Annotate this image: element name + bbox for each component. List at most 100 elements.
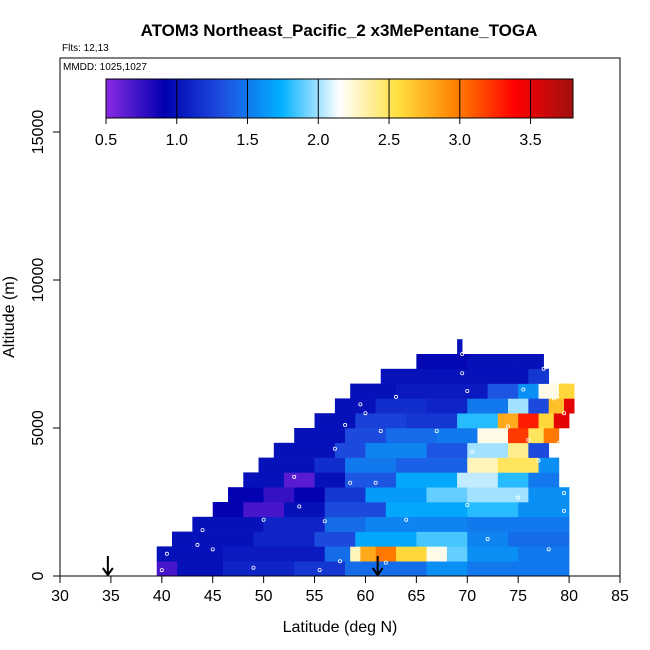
heatmap-bands — [156, 339, 575, 576]
x-tick-label: 55 — [306, 588, 324, 605]
heatmap-cell — [528, 472, 560, 488]
heatmap-cell — [426, 561, 468, 576]
sample-point — [210, 547, 215, 552]
heatmap-cell — [528, 398, 550, 414]
heatmap-cell — [528, 368, 550, 384]
heatmap-cell — [426, 546, 448, 562]
heatmap-cell — [380, 368, 427, 384]
sample-point — [164, 551, 169, 556]
y-tick-label: 5000 — [30, 410, 47, 446]
y-tick-label: 15000 — [30, 110, 47, 155]
sample-point — [460, 371, 465, 376]
heatmap-cell — [324, 502, 387, 518]
heatmap-cell — [467, 516, 570, 532]
heatmap-cell — [365, 442, 427, 458]
heatmap-cell — [518, 546, 570, 562]
heatmap-cell — [426, 398, 468, 414]
heatmap-cell — [345, 472, 397, 488]
colorbar-tick-label: 3.0 — [449, 132, 471, 149]
heatmap-cell — [426, 487, 468, 503]
heatmap-cell — [508, 398, 529, 414]
colorbar-tick-label: 3.5 — [519, 132, 541, 149]
sample-point — [562, 508, 567, 513]
x-tick-label: 70 — [458, 588, 476, 605]
sample-point — [460, 351, 465, 356]
heatmap-cell — [345, 457, 397, 473]
heatmap-cell — [156, 546, 224, 562]
y-axis: 0 5000 10000 15000 — [30, 110, 60, 580]
heatmap-cell — [548, 398, 565, 414]
heatmap-cell — [497, 457, 539, 473]
heatmap-cell — [396, 383, 448, 399]
colorbar-tick-label: 1.5 — [236, 132, 258, 149]
sample-point — [546, 547, 551, 552]
heatmap-cell — [538, 383, 560, 399]
heatmap-cell — [416, 354, 468, 370]
sample-point — [317, 568, 322, 573]
sample-point — [541, 366, 546, 371]
heatmap-cell — [334, 442, 366, 458]
sample-point — [434, 428, 439, 433]
heatmap-cell — [467, 546, 519, 562]
heatmap-cell — [350, 546, 361, 562]
heatmap-cell — [487, 383, 519, 399]
x-tick-label: 60 — [357, 588, 375, 605]
heatmap-cell — [345, 428, 387, 444]
colorbar: 0.5 1.0 1.5 2.0 2.5 3.0 3.5 — [95, 78, 574, 149]
heatmap-cell — [258, 457, 315, 473]
heatmap-cell — [172, 531, 254, 547]
heatmap-cell — [467, 531, 509, 547]
heatmap-cell — [406, 413, 458, 429]
heatmap-cell — [324, 516, 366, 532]
heatmap-cell — [314, 457, 346, 473]
sample-point — [322, 519, 327, 524]
heatmap-cell — [467, 487, 529, 503]
sample-point — [261, 517, 266, 522]
sample-point — [516, 495, 521, 500]
x-tick-label: 35 — [102, 588, 120, 605]
sample-points — [159, 351, 567, 573]
heatmap-cell — [446, 383, 488, 399]
y-axis-label: Altitude (m) — [1, 276, 18, 358]
sample-point — [337, 559, 342, 564]
mmdd-note: MMDD: 1025,1027 — [63, 62, 147, 73]
heatmap-cell — [263, 516, 326, 532]
heatmap-cell — [518, 413, 539, 429]
heatmap-cell — [324, 546, 351, 562]
sample-point — [470, 449, 475, 454]
x-tick-label: 45 — [204, 588, 222, 605]
colorbar-tick-label: 1.0 — [166, 132, 188, 149]
heatmap-cell — [426, 442, 468, 458]
heatmap-cell — [355, 531, 417, 547]
heatmap-cell — [350, 383, 397, 399]
x-axis-label: Latitude (deg N) — [283, 619, 398, 636]
heatmap-cell — [365, 516, 468, 532]
sample-point — [465, 502, 470, 507]
heatmap-cell — [467, 561, 570, 576]
x-tick-label: 80 — [560, 588, 578, 605]
sample-point — [404, 517, 409, 522]
heatmap-cell — [222, 561, 295, 576]
sample-point — [292, 474, 297, 479]
heatmap-cell — [436, 428, 478, 444]
x-axis: 30 35 40 45 50 55 60 65 70 75 80 85 — [51, 576, 629, 605]
heatmap-cell — [457, 339, 463, 355]
heatmap-cell — [467, 354, 519, 370]
heatmap-cell — [294, 487, 326, 503]
heatmap-cell — [538, 457, 560, 473]
colorbar-tick-label: 2.0 — [307, 132, 329, 149]
heatmap-cell — [365, 487, 427, 503]
sample-point — [393, 394, 398, 399]
heatmap-cell — [253, 531, 315, 547]
flight-arrow — [102, 556, 114, 577]
sample-point — [343, 423, 348, 428]
heatmap-cell — [314, 413, 356, 429]
heatmap-cell — [528, 428, 544, 444]
heatmap-cell — [538, 413, 555, 429]
heatmap-cell — [284, 472, 315, 488]
heatmap-cell — [518, 383, 539, 399]
heatmap-cell — [177, 561, 224, 576]
heatmap-cell — [508, 531, 570, 547]
sample-point — [562, 411, 567, 416]
heatmap-cell — [375, 546, 397, 562]
